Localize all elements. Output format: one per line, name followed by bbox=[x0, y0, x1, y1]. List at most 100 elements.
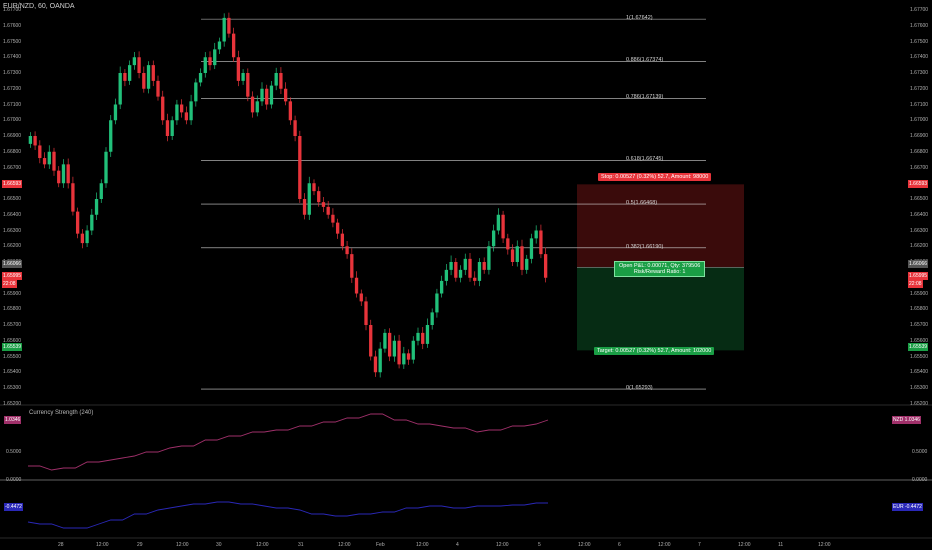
candle-body bbox=[369, 325, 373, 357]
fib-level-label: 0.5(1.66468) bbox=[626, 200, 658, 207]
price-tick-right: 1.66300 bbox=[910, 227, 929, 234]
candle-body bbox=[487, 246, 491, 270]
target-zone[interactable] bbox=[577, 267, 744, 351]
price-tick-left: 1.66900 bbox=[3, 133, 22, 139]
price-tick-right: 1.66500 bbox=[910, 196, 929, 202]
last-price-label-right: 1.65995 bbox=[908, 272, 929, 280]
indicator-tick-right: 0.5000 bbox=[912, 449, 928, 455]
candle-body bbox=[387, 332, 392, 357]
candle-body bbox=[66, 164, 70, 184]
price-tick-right: 1.65600 bbox=[910, 337, 929, 344]
indicator-zero-left: 0.0000 bbox=[6, 477, 22, 483]
candle-body bbox=[104, 151, 108, 184]
time-tick: 29 bbox=[137, 542, 143, 548]
candle-body bbox=[312, 183, 316, 192]
fib-level-label: 0.886(1.67374) bbox=[626, 57, 664, 64]
price-tick-left: 1.67000 bbox=[3, 117, 22, 124]
candle-body bbox=[406, 353, 411, 360]
candle-body bbox=[255, 101, 259, 113]
time-tick: 28 bbox=[58, 542, 64, 548]
price-tick-left: 1.65400 bbox=[3, 369, 22, 376]
candle-body bbox=[326, 206, 330, 215]
price-tick-left: 1.67200 bbox=[3, 85, 22, 92]
target-price-label-left: 1.65539 bbox=[2, 343, 23, 351]
candle-body bbox=[179, 104, 184, 113]
price-tick-left: 1.65600 bbox=[3, 337, 22, 344]
candle-body bbox=[425, 325, 430, 344]
candle-body bbox=[473, 277, 477, 281]
symbol-title[interactable]: EUR/NZD, 60, OANDA bbox=[3, 3, 75, 10]
price-tick-right: 1.66400 bbox=[910, 211, 929, 218]
indicator-zero-right: 0.0000 bbox=[912, 477, 928, 483]
time-tick: 12:00 bbox=[496, 542, 509, 548]
candle-body bbox=[288, 101, 293, 121]
candle-body bbox=[345, 246, 349, 255]
time-tick: 7 bbox=[698, 542, 701, 548]
candle-body bbox=[279, 73, 283, 89]
price-tick-right: 1.67300 bbox=[910, 70, 929, 76]
candle-body bbox=[198, 73, 203, 83]
candle-body bbox=[397, 340, 401, 365]
candle-body bbox=[265, 88, 269, 105]
candle-body bbox=[435, 293, 439, 313]
price-tick-left: 1.65300 bbox=[3, 385, 22, 391]
price-tick-left: 1.65900 bbox=[3, 290, 22, 297]
time-tick: 12:00 bbox=[416, 542, 429, 548]
candle-body bbox=[132, 57, 137, 66]
candle-body bbox=[142, 73, 146, 89]
time-tick: Feb bbox=[376, 542, 385, 548]
price-tick-left: 1.67400 bbox=[3, 54, 22, 61]
open-pnl-box[interactable]: Open P&L: 0.00071, Qty: 379506 Risk/Rewa… bbox=[614, 261, 706, 277]
candle-body bbox=[321, 202, 326, 207]
open-pnl-label: Open P&L: 0.00071, Qty: 379506 bbox=[619, 263, 701, 269]
price-tick-right: 1.66800 bbox=[910, 148, 929, 155]
candle-body bbox=[75, 211, 80, 234]
candle-body bbox=[416, 332, 420, 341]
price-tick-right: 1.66700 bbox=[910, 164, 929, 171]
candle-body bbox=[525, 258, 529, 270]
candle-body bbox=[510, 249, 515, 262]
candle-body bbox=[350, 254, 354, 278]
candle-body bbox=[28, 136, 33, 144]
eur-value-right: EUR -0.4472 bbox=[892, 503, 923, 511]
time-tick: 6 bbox=[618, 542, 621, 548]
price-tick-left: 1.66300 bbox=[3, 227, 22, 234]
price-tick-left: 1.67700 bbox=[3, 7, 22, 13]
candle-body bbox=[529, 238, 534, 259]
candle-body bbox=[496, 214, 501, 231]
candle-body bbox=[302, 199, 307, 215]
candle-body bbox=[439, 280, 444, 294]
stop-label[interactable]: Stop: 0.00527 (0.32%) 52.7, Amount: 9800… bbox=[598, 173, 712, 181]
candle-body bbox=[127, 65, 132, 81]
price-tick-left: 1.66800 bbox=[3, 148, 22, 155]
price-tick-right: 1.67000 bbox=[910, 117, 929, 124]
candle-body bbox=[33, 136, 37, 146]
time-tick: 12:00 bbox=[256, 542, 269, 548]
current-price-label-right: 1.66066 bbox=[908, 260, 929, 268]
candle-body bbox=[57, 170, 61, 184]
candle-body bbox=[146, 65, 151, 89]
candle-body bbox=[151, 65, 155, 81]
price-tick-right: 1.67500 bbox=[910, 38, 929, 45]
stop-zone[interactable] bbox=[577, 184, 744, 268]
candle-body bbox=[47, 151, 51, 165]
time-tick: 11 bbox=[778, 542, 784, 548]
price-tick-right: 1.65200 bbox=[910, 400, 929, 407]
candle-body bbox=[85, 230, 89, 244]
indicator-tick-left: 0.5000 bbox=[6, 449, 22, 455]
candle-body bbox=[42, 158, 47, 165]
candle-body bbox=[477, 262, 482, 281]
indicator-title[interactable]: Currency Strength (240) bbox=[29, 410, 94, 416]
target-label[interactable]: Target: 0.00527 (0.32%) 52.7, Amount: 10… bbox=[594, 347, 715, 355]
candle-body bbox=[293, 120, 297, 136]
price-tick-right: 1.67600 bbox=[910, 22, 929, 29]
candle-body bbox=[170, 120, 174, 136]
candle-body bbox=[260, 88, 264, 102]
candle-body bbox=[165, 120, 170, 136]
candle-body bbox=[454, 262, 458, 278]
price-tick-right: 1.65500 bbox=[910, 353, 929, 360]
price-tick-right: 1.65400 bbox=[910, 369, 929, 376]
price-tick-right: 1.66200 bbox=[910, 243, 929, 250]
candle-body bbox=[491, 230, 496, 247]
